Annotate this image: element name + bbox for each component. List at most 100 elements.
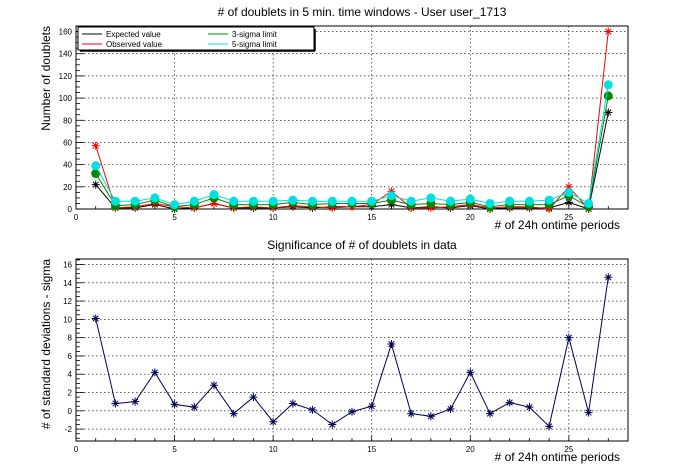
y-tick-label: -2 [65, 425, 73, 434]
legend-label-2: 3-sigma limit [232, 30, 278, 39]
y-tick-label: 60 [63, 138, 72, 147]
series-3-point [150, 193, 160, 203]
x-tick-label: 15 [367, 213, 376, 222]
series-0-point [367, 402, 376, 411]
x-tick-label: 0 [74, 213, 79, 222]
series-2-point [603, 91, 613, 101]
legend-box [77, 26, 315, 51]
y-tick-label: 2 [68, 389, 73, 398]
series-0-point [564, 333, 573, 342]
series-0-point [229, 409, 238, 418]
series-3-point [347, 196, 357, 206]
series-3-point [268, 196, 278, 206]
series-0-point [210, 381, 218, 390]
series-0-point [348, 407, 356, 416]
series-0-point [91, 180, 100, 189]
series-0-point [426, 412, 435, 421]
series-3-point [229, 196, 239, 206]
y-tick-label: 140 [59, 50, 73, 59]
series-3-point [544, 195, 554, 205]
series-0-point [190, 403, 199, 412]
series-3-point [446, 196, 456, 206]
series-0-point [269, 417, 278, 426]
series-3-point [367, 196, 377, 206]
x-axis-title: # of 24h ontime periods [495, 450, 620, 464]
x-axis-title: # of 24h ontime periods [495, 218, 620, 232]
series-0-point [308, 405, 317, 414]
y-tick-label: 80 [63, 116, 72, 125]
y-tick-label: 100 [59, 94, 73, 103]
y-tick-label: 20 [63, 183, 72, 192]
bottom-panel: 0 5 10 15 20 25 -2 0 2 4 6 8 10 12 14 16 Significance of… [39, 238, 629, 464]
series-1-point [604, 27, 613, 36]
x-tick-label: 0 [74, 445, 79, 454]
series-2-point [91, 169, 101, 179]
series-3-point [110, 196, 120, 206]
series-0-point [604, 273, 613, 282]
y-tick-label: 8 [68, 334, 73, 343]
series-3-point [327, 196, 337, 206]
series-0-point [525, 403, 534, 412]
series-3-point [248, 196, 258, 206]
series-1-point [91, 141, 100, 150]
x-tick-label: 10 [269, 445, 278, 454]
series-0-point [604, 108, 613, 117]
series-3-point [584, 198, 594, 208]
series-0-point [387, 340, 396, 349]
series-0-point [91, 314, 100, 323]
series-3-point [603, 80, 613, 90]
series-0-point [505, 398, 514, 407]
series-3-point [426, 193, 436, 203]
y-tick-label: 10 [63, 315, 72, 324]
series-0-point [545, 422, 554, 431]
x-tick-label: 10 [269, 213, 278, 222]
series-3-point [406, 196, 416, 206]
series-3-point [189, 196, 199, 206]
legend-label-3: 5-sigma limit [232, 40, 278, 49]
series-3-point [209, 190, 219, 200]
y-tick-label: 16 [63, 260, 72, 269]
y-tick-label: 14 [63, 279, 72, 288]
y-tick-label: 160 [59, 28, 73, 37]
series-0-point [446, 404, 455, 413]
x-tick-label: 25 [564, 445, 573, 454]
y-axis-title: # of standard deviations - sigma [39, 259, 53, 429]
series-0-point [584, 408, 593, 417]
series-0-point [407, 409, 416, 418]
series-0-point [111, 399, 120, 408]
series-0-point [170, 400, 179, 409]
series-3-point [505, 196, 515, 206]
chart-title: # of doublets in 5 min. time windows - U… [218, 5, 507, 19]
x-tick-label: 5 [172, 445, 177, 454]
y-axis-title: Number of doublets [39, 26, 53, 131]
series-3-point [564, 187, 574, 197]
y-tick-label: 6 [68, 352, 73, 361]
y-tick-label: 4 [68, 370, 73, 379]
legend-label-1: Observed value [106, 40, 163, 49]
series-1-point [210, 199, 218, 208]
series-3-point [308, 196, 318, 206]
series-1-point [564, 182, 573, 191]
top-panel: 0 5 10 15 20 25 0 20 40 60 80 100 120 140 160 # of doub… [39, 5, 629, 232]
series-0-point [328, 420, 337, 429]
y-tick-label: 0 [68, 205, 73, 214]
series-0-point [131, 397, 140, 406]
x-tick-label: 25 [564, 213, 573, 222]
x-tick-label: 15 [367, 445, 376, 454]
series-0-point [150, 368, 159, 377]
series-3-point [288, 195, 298, 205]
series-0-point [466, 368, 475, 377]
series-3-point [130, 196, 140, 206]
series-0-point [288, 399, 297, 408]
series-3-point [170, 200, 180, 210]
series-line-2 [95, 95, 609, 208]
series-0-point [249, 393, 258, 402]
series-0-point [486, 409, 494, 418]
series-0-point [564, 198, 573, 207]
series-3-point [91, 161, 101, 171]
series-3-point [386, 191, 396, 201]
chart-title: Significance of # of doublets in data [267, 238, 457, 252]
y-tick-label: 120 [59, 72, 73, 81]
